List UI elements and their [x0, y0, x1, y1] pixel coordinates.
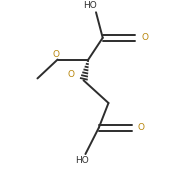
- Text: HO: HO: [75, 156, 89, 165]
- Text: O: O: [137, 123, 144, 132]
- Text: O: O: [141, 33, 148, 42]
- Text: HO: HO: [84, 1, 97, 10]
- Text: O: O: [68, 70, 74, 79]
- Text: O: O: [52, 50, 59, 59]
